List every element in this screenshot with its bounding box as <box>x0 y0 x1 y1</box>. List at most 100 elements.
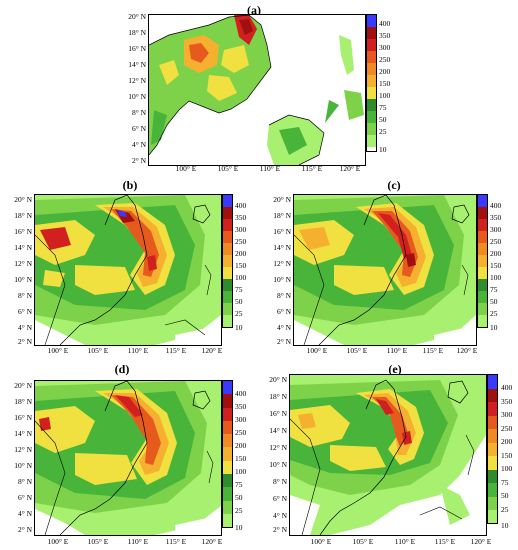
precip-map-a <box>149 15 365 165</box>
colorbar-label: 75 <box>235 285 243 294</box>
lon-tick: 115° E <box>422 346 444 355</box>
lon-tick: 100° E <box>47 537 69 546</box>
colorbar-label: 350 <box>235 213 247 222</box>
colorbar-label: 250 <box>379 55 391 64</box>
lat-tick: 2° N <box>272 525 287 534</box>
lon-tick: 115° E <box>301 164 323 173</box>
lon-tick: 105° E <box>352 537 374 546</box>
lat-tick: 18° N <box>14 397 32 406</box>
colorbar-label: 75 <box>490 285 498 294</box>
precip-map-e <box>290 375 486 535</box>
lat-tick: 8° N <box>17 291 32 300</box>
colorbar-label: 350 <box>490 213 502 222</box>
lat-tick: 14° N <box>14 243 32 252</box>
precip-map-c <box>294 195 476 345</box>
colorbar-label: 400 <box>490 201 502 210</box>
lat-tick: 12° N <box>14 445 32 454</box>
lon-tick: 110° E <box>259 164 281 173</box>
lon-tick: 110° E <box>127 346 149 355</box>
colorbar-label: 75 <box>501 478 509 487</box>
lon-tick: 105° E <box>87 537 109 546</box>
lat-tick: 20° N <box>14 381 32 390</box>
lat-tick: 4° N <box>272 511 287 520</box>
colorbar-label: 150 <box>490 261 502 270</box>
colorbar-label: 10 <box>490 323 498 332</box>
lat-tick: 2° N <box>276 337 291 346</box>
lat-tick: 18° N <box>269 392 287 401</box>
colorbar-label: 350 <box>501 397 513 406</box>
colorbar-label: 400 <box>235 389 247 398</box>
lat-tick: 20° N <box>128 12 146 21</box>
panel-a: (a) 20° N 18° N 16° N <box>0 0 518 173</box>
map-e <box>289 374 487 536</box>
colorbar-label: 100 <box>501 464 513 473</box>
lat-tick: 10° N <box>128 92 146 101</box>
lat-tick: 20° N <box>273 195 291 204</box>
lon-tick: 105° E <box>87 346 109 355</box>
colorbar-c <box>477 194 488 328</box>
lat-tick: 2° N <box>17 525 32 534</box>
colorbar-b <box>222 194 233 328</box>
colorbar-label: 250 <box>501 424 513 433</box>
lat-tick: 6° N <box>276 307 291 316</box>
colorbar-label: 400 <box>235 201 247 210</box>
lon-tick: 115° E <box>434 537 456 546</box>
lat-tick: 8° N <box>276 291 291 300</box>
lat-tick: 16° N <box>14 413 32 422</box>
lat-tick: 6° N <box>17 493 32 502</box>
panel-label-c: (c) <box>387 178 401 192</box>
lat-tick: 14° N <box>128 60 146 69</box>
colorbar-label: 50 <box>379 115 387 124</box>
panel-c: (c) 20° N 18° N 16° N 14° N 12° N <box>259 178 518 358</box>
lon-tick: 105° E <box>217 164 239 173</box>
lat-tick: 14° N <box>273 243 291 252</box>
colorbar-label: 100 <box>490 273 502 282</box>
colorbar-label: 50 <box>235 493 243 502</box>
lat-tick: 16° N <box>128 44 146 53</box>
colorbar-label: 50 <box>490 297 498 306</box>
lon-tick: 115° E <box>165 537 187 546</box>
colorbar-label: 10 <box>235 323 243 332</box>
lon-tick: 120° E <box>339 164 361 173</box>
lon-tick: 120° E <box>456 346 478 355</box>
colorbar-label: 300 <box>490 225 502 234</box>
colorbar-label: 50 <box>501 491 509 500</box>
lon-tick: 110° E <box>394 537 416 546</box>
colorbar-d <box>222 380 233 528</box>
lon-tick: 110° E <box>127 537 149 546</box>
colorbar-label: 350 <box>235 402 247 411</box>
lat-tick: 16° N <box>269 409 287 418</box>
lon-tick: 100° E <box>47 346 69 355</box>
lon-tick: 100° E <box>310 537 332 546</box>
lat-tick: 4° N <box>17 509 32 518</box>
colorbar-label: 25 <box>379 127 387 136</box>
lat-tick: 8° N <box>131 108 146 117</box>
colorbar-label: 200 <box>235 441 247 450</box>
lat-tick: 10° N <box>14 461 32 470</box>
colorbar-label: 300 <box>235 225 247 234</box>
colorbar-label: 25 <box>490 309 498 318</box>
colorbar-label: 200 <box>235 249 247 258</box>
lat-tick: 20° N <box>14 195 32 204</box>
lon-tick: 100° E <box>306 346 328 355</box>
panel-label-a: (a) <box>247 3 261 17</box>
precip-map-b <box>35 195 221 345</box>
map-a <box>148 14 366 166</box>
lat-tick: 10° N <box>14 275 32 284</box>
lon-tick: 110° E <box>386 346 408 355</box>
panel-d: (d) 20° N 18° N 16° N 14° N 12° N 10° <box>0 362 259 550</box>
map-d <box>34 380 222 536</box>
colorbar-a <box>366 14 377 152</box>
lon-tick: 105° E <box>346 346 368 355</box>
lat-tick: 20° N <box>269 375 287 384</box>
colorbar-label: 150 <box>501 451 513 460</box>
colorbar-label: 100 <box>235 467 247 476</box>
colorbar-label: 25 <box>235 309 243 318</box>
panel-label-d: (d) <box>114 362 130 376</box>
map-b <box>34 194 222 346</box>
lat-tick: 18° N <box>128 28 146 37</box>
panel-b: (b) 20° N 18° N 16° N <box>0 178 259 358</box>
lat-tick: 2° N <box>17 337 32 346</box>
lat-tick: 8° N <box>272 477 287 486</box>
colorbar-label: 300 <box>235 415 247 424</box>
